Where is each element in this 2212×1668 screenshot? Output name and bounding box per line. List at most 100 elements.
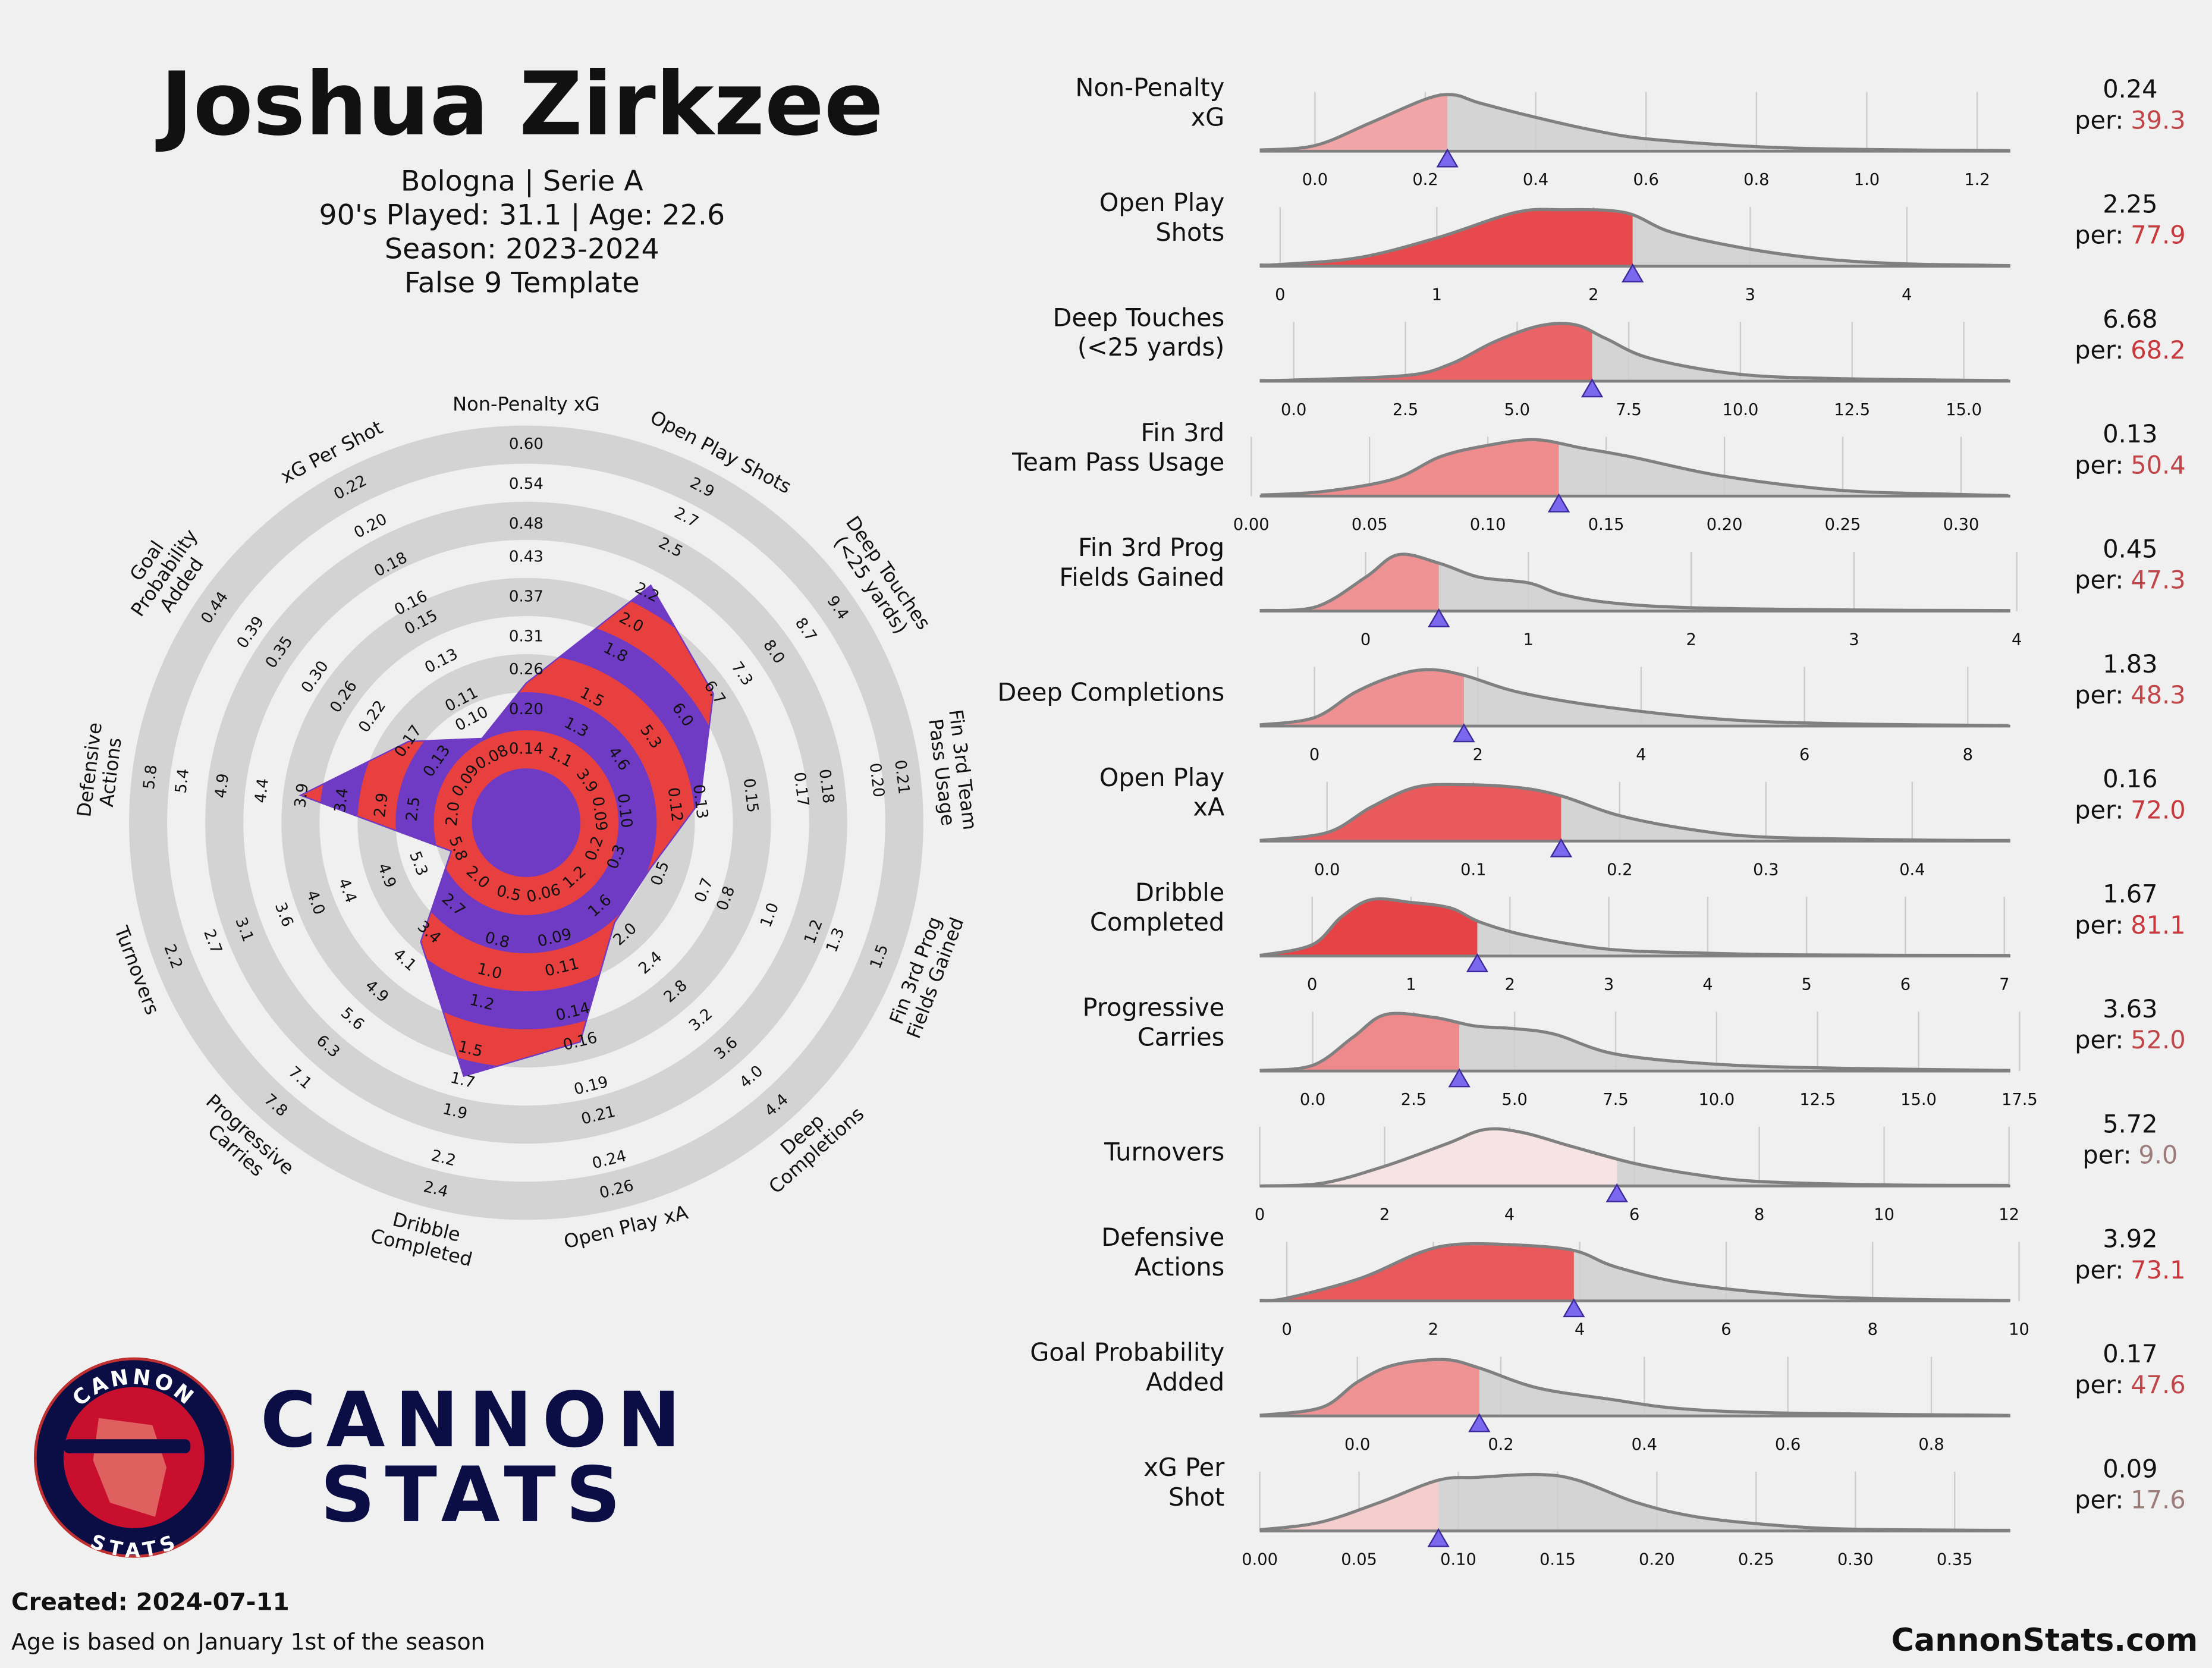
- radar-tick-label: 5.4: [172, 768, 193, 794]
- density-below: [1259, 209, 1633, 266]
- x-tick-label: 4: [1504, 1205, 1515, 1224]
- x-tick-label: 5.0: [1504, 401, 1530, 419]
- density-above: [1459, 1023, 2010, 1072]
- percentile-prefix: per:: [2075, 1025, 2123, 1054]
- x-tick-label: 0: [1360, 631, 1371, 649]
- percentile: per: 17.6: [2075, 1485, 2185, 1515]
- density-below: [1259, 94, 1448, 152]
- subtitle: Bologna | Serie A: [401, 165, 643, 198]
- percentile: per: 47.3: [2075, 566, 2185, 595]
- percentile-value: 68.2: [2131, 335, 2185, 365]
- radar-tick-label: 0.12: [664, 787, 686, 823]
- metric-label: xG Per: [1143, 1453, 1225, 1482]
- x-tick-label: 4: [1636, 746, 1646, 764]
- x-tick-label: 3: [1604, 976, 1614, 994]
- metric-value: 2.25: [2103, 189, 2157, 218]
- density-line: [1259, 783, 2010, 843]
- x-tick-label: 1.2: [1964, 171, 1990, 189]
- x-tick-label: 0.4: [1632, 1435, 1657, 1454]
- density-line: [1259, 668, 2009, 727]
- radar-tick-label: 2.9: [371, 792, 392, 819]
- x-tick-label: 1: [1432, 286, 1442, 304]
- x-tick-label: 4: [1702, 976, 1713, 994]
- density-below: [1259, 1129, 1617, 1186]
- density-below: [1259, 784, 1561, 841]
- x-tick-label: 1.0: [1854, 171, 1880, 189]
- percentile-prefix: per:: [2075, 1485, 2123, 1515]
- radar-tick-label: 3.9: [291, 782, 312, 809]
- density-line: [1259, 208, 2010, 268]
- x-tick-label: 8: [1754, 1205, 1764, 1224]
- density-above: [1559, 443, 2009, 497]
- x-tick-label: 0.35: [1937, 1550, 1973, 1569]
- value-marker: [1448, 1068, 1471, 1088]
- density-line: [1259, 93, 2010, 152]
- x-tick-label: 2: [1428, 1321, 1438, 1339]
- x-tick-label: 0.4: [1523, 171, 1548, 189]
- metric-value: 1.67: [2103, 879, 2157, 909]
- percentile: per: 81.1: [2075, 910, 2185, 940]
- x-tick-label: 2: [1380, 1205, 1390, 1224]
- metric-label: xA: [1193, 793, 1225, 822]
- percentile-prefix: per:: [2075, 221, 2123, 250]
- metric-label: xG: [1191, 103, 1225, 132]
- x-tick-label: 1: [1406, 976, 1416, 994]
- density-below: [1259, 899, 1478, 956]
- x-tick-label: 0.0: [1344, 1435, 1370, 1454]
- density-above: [1447, 94, 2010, 152]
- density-line: [1261, 438, 2009, 497]
- density-below: [1259, 323, 1592, 381]
- x-tick-label: 0.2: [1412, 171, 1438, 189]
- x-tick-label: 0.20: [1639, 1550, 1675, 1569]
- percentile-value: 50.4: [2131, 450, 2185, 479]
- density-line: [1259, 1127, 2009, 1188]
- x-tick-label: 0.1: [1460, 860, 1486, 879]
- x-tick-label: 0.0: [1300, 1091, 1325, 1109]
- x-tick-label: 3: [1745, 286, 1755, 304]
- x-tick-label: 0.2: [1488, 1435, 1513, 1454]
- x-tick-label: 0.0: [1314, 860, 1340, 879]
- radar-tick-label: 0.17: [790, 771, 812, 808]
- density-above: [1477, 921, 2010, 956]
- radar-tick-label: 0.14: [509, 740, 543, 758]
- x-tick-label: 12: [1999, 1205, 2019, 1224]
- value-marker: [1605, 1183, 1628, 1202]
- x-tick-label: 2: [1473, 746, 1483, 764]
- density-line: [1259, 1472, 2010, 1532]
- x-tick-label: 6: [1799, 746, 1809, 764]
- percentile: per: 9.0: [2082, 1140, 2178, 1169]
- x-tick-label: 12.5: [1834, 401, 1870, 419]
- metric-value: 6.68: [2103, 304, 2157, 334]
- x-tick-label: 0.00: [1242, 1550, 1278, 1569]
- radar-tick-label: 2.5: [403, 796, 424, 822]
- percentile: per: 48.3: [2075, 680, 2185, 709]
- radar-tick-label: 3.4: [331, 787, 352, 813]
- x-tick-label: 4: [1575, 1321, 1585, 1339]
- x-tick-label: 5.0: [1502, 1091, 1528, 1109]
- metric-label: Fields Gained: [1059, 563, 1224, 592]
- percentile-prefix: per:: [2075, 910, 2123, 940]
- percentile-prefix: per:: [2075, 1370, 2123, 1399]
- percentile-prefix: per:: [2075, 680, 2123, 709]
- percentile-value: 48.3: [2131, 680, 2185, 709]
- value-marker: [1622, 263, 1644, 282]
- metric-label: Team Pass Usage: [1011, 448, 1224, 477]
- metric-label: Shots: [1155, 218, 1224, 247]
- x-tick-label: 0.05: [1352, 516, 1388, 534]
- metric-label: Actions: [1135, 1252, 1225, 1281]
- density-line: [1259, 322, 2009, 382]
- metric-value: 3.92: [2103, 1224, 2157, 1254]
- density-below: [1259, 1480, 1439, 1531]
- percentile-prefix: per:: [2075, 1255, 2123, 1284]
- metric-value: 0.13: [2103, 419, 2157, 448]
- radar-tick-label: 0.21: [891, 759, 913, 795]
- metric-label: Dribble: [1135, 878, 1224, 907]
- density-above: [1479, 1368, 2010, 1416]
- radar-tick-label: 0.09: [588, 796, 610, 832]
- x-tick-label: 0.8: [1743, 171, 1769, 189]
- x-tick-label: 4: [1902, 286, 1912, 304]
- radar-tick-label: 0.43: [509, 548, 543, 566]
- density-above: [1632, 215, 2010, 266]
- density-line: [1259, 552, 2010, 612]
